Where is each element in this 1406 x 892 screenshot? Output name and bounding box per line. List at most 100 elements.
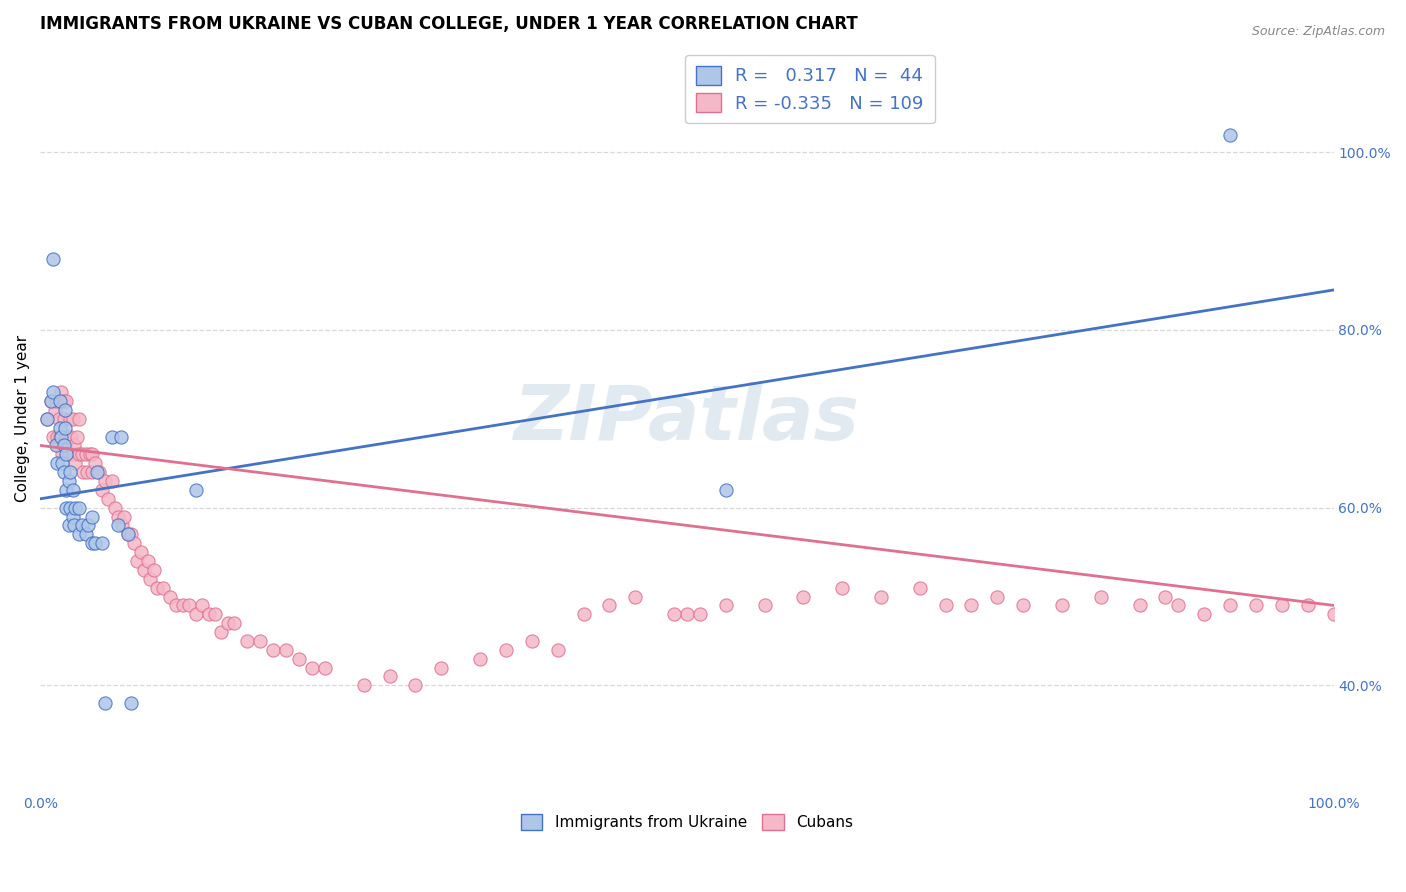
Point <box>132 563 155 577</box>
Point <box>152 581 174 595</box>
Point <box>75 447 97 461</box>
Point <box>42 252 65 266</box>
Point <box>1154 590 1177 604</box>
Point <box>52 438 75 452</box>
Point <box>49 394 72 409</box>
Point <box>94 474 117 488</box>
Text: ZIPatlas: ZIPatlas <box>515 382 860 456</box>
Point <box>52 394 75 409</box>
Point <box>46 429 69 443</box>
Point <box>52 465 75 479</box>
Point <box>117 527 139 541</box>
Point <box>136 554 159 568</box>
Point <box>51 456 73 470</box>
Point <box>378 669 401 683</box>
Point <box>689 607 711 622</box>
Point <box>83 536 105 550</box>
Point <box>197 607 219 622</box>
Point <box>58 429 80 443</box>
Point <box>908 581 931 595</box>
Point <box>159 590 181 604</box>
Point <box>165 599 187 613</box>
Point <box>46 456 69 470</box>
Point <box>172 599 194 613</box>
Point <box>127 554 149 568</box>
Point <box>67 447 90 461</box>
Point <box>1271 599 1294 613</box>
Point <box>314 660 336 674</box>
Point <box>1322 607 1344 622</box>
Point <box>55 394 77 409</box>
Point <box>100 429 122 443</box>
Point <box>1192 607 1215 622</box>
Point <box>48 412 70 426</box>
Point <box>1167 599 1189 613</box>
Point <box>53 420 76 434</box>
Point <box>82 509 104 524</box>
Point <box>191 599 214 613</box>
Point <box>82 536 104 550</box>
Point <box>404 678 426 692</box>
Point <box>122 536 145 550</box>
Point <box>139 572 162 586</box>
Point <box>107 518 129 533</box>
Point <box>236 634 259 648</box>
Point <box>94 696 117 710</box>
Point <box>288 651 311 665</box>
Point <box>91 483 114 497</box>
Point <box>55 500 77 515</box>
Point <box>53 438 76 452</box>
Point <box>67 412 90 426</box>
Point <box>49 429 72 443</box>
Point <box>42 429 65 443</box>
Point <box>495 642 517 657</box>
Point <box>831 581 853 595</box>
Point <box>120 527 142 541</box>
Point <box>49 394 72 409</box>
Point <box>91 536 114 550</box>
Point <box>249 634 271 648</box>
Point <box>104 500 127 515</box>
Point <box>960 599 983 613</box>
Point <box>1219 599 1241 613</box>
Point <box>39 394 62 409</box>
Point <box>58 518 80 533</box>
Point <box>301 660 323 674</box>
Text: Source: ZipAtlas.com: Source: ZipAtlas.com <box>1251 25 1385 38</box>
Point <box>624 590 647 604</box>
Point <box>79 447 101 461</box>
Point <box>77 518 100 533</box>
Point <box>42 385 65 400</box>
Point <box>58 474 80 488</box>
Point <box>76 465 98 479</box>
Point <box>67 500 90 515</box>
Point <box>39 394 62 409</box>
Point <box>49 420 72 434</box>
Point <box>63 518 86 533</box>
Point <box>1128 599 1150 613</box>
Point <box>520 634 543 648</box>
Point <box>143 563 166 577</box>
Point <box>82 447 104 461</box>
Point <box>44 403 66 417</box>
Point <box>714 599 737 613</box>
Point <box>53 403 76 417</box>
Point <box>262 642 284 657</box>
Point <box>72 465 94 479</box>
Point <box>1219 128 1241 142</box>
Point <box>1244 599 1267 613</box>
Point <box>274 642 297 657</box>
Point <box>86 465 108 479</box>
Point <box>65 456 87 470</box>
Point <box>1090 590 1112 604</box>
Point <box>935 599 957 613</box>
Legend: Immigrants from Ukraine, Cubans: Immigrants from Ukraine, Cubans <box>515 807 859 837</box>
Point <box>55 447 77 461</box>
Point <box>107 509 129 524</box>
Point <box>792 590 814 604</box>
Point <box>52 412 75 426</box>
Point <box>60 429 83 443</box>
Point <box>179 599 201 613</box>
Point <box>45 394 67 409</box>
Point <box>217 616 239 631</box>
